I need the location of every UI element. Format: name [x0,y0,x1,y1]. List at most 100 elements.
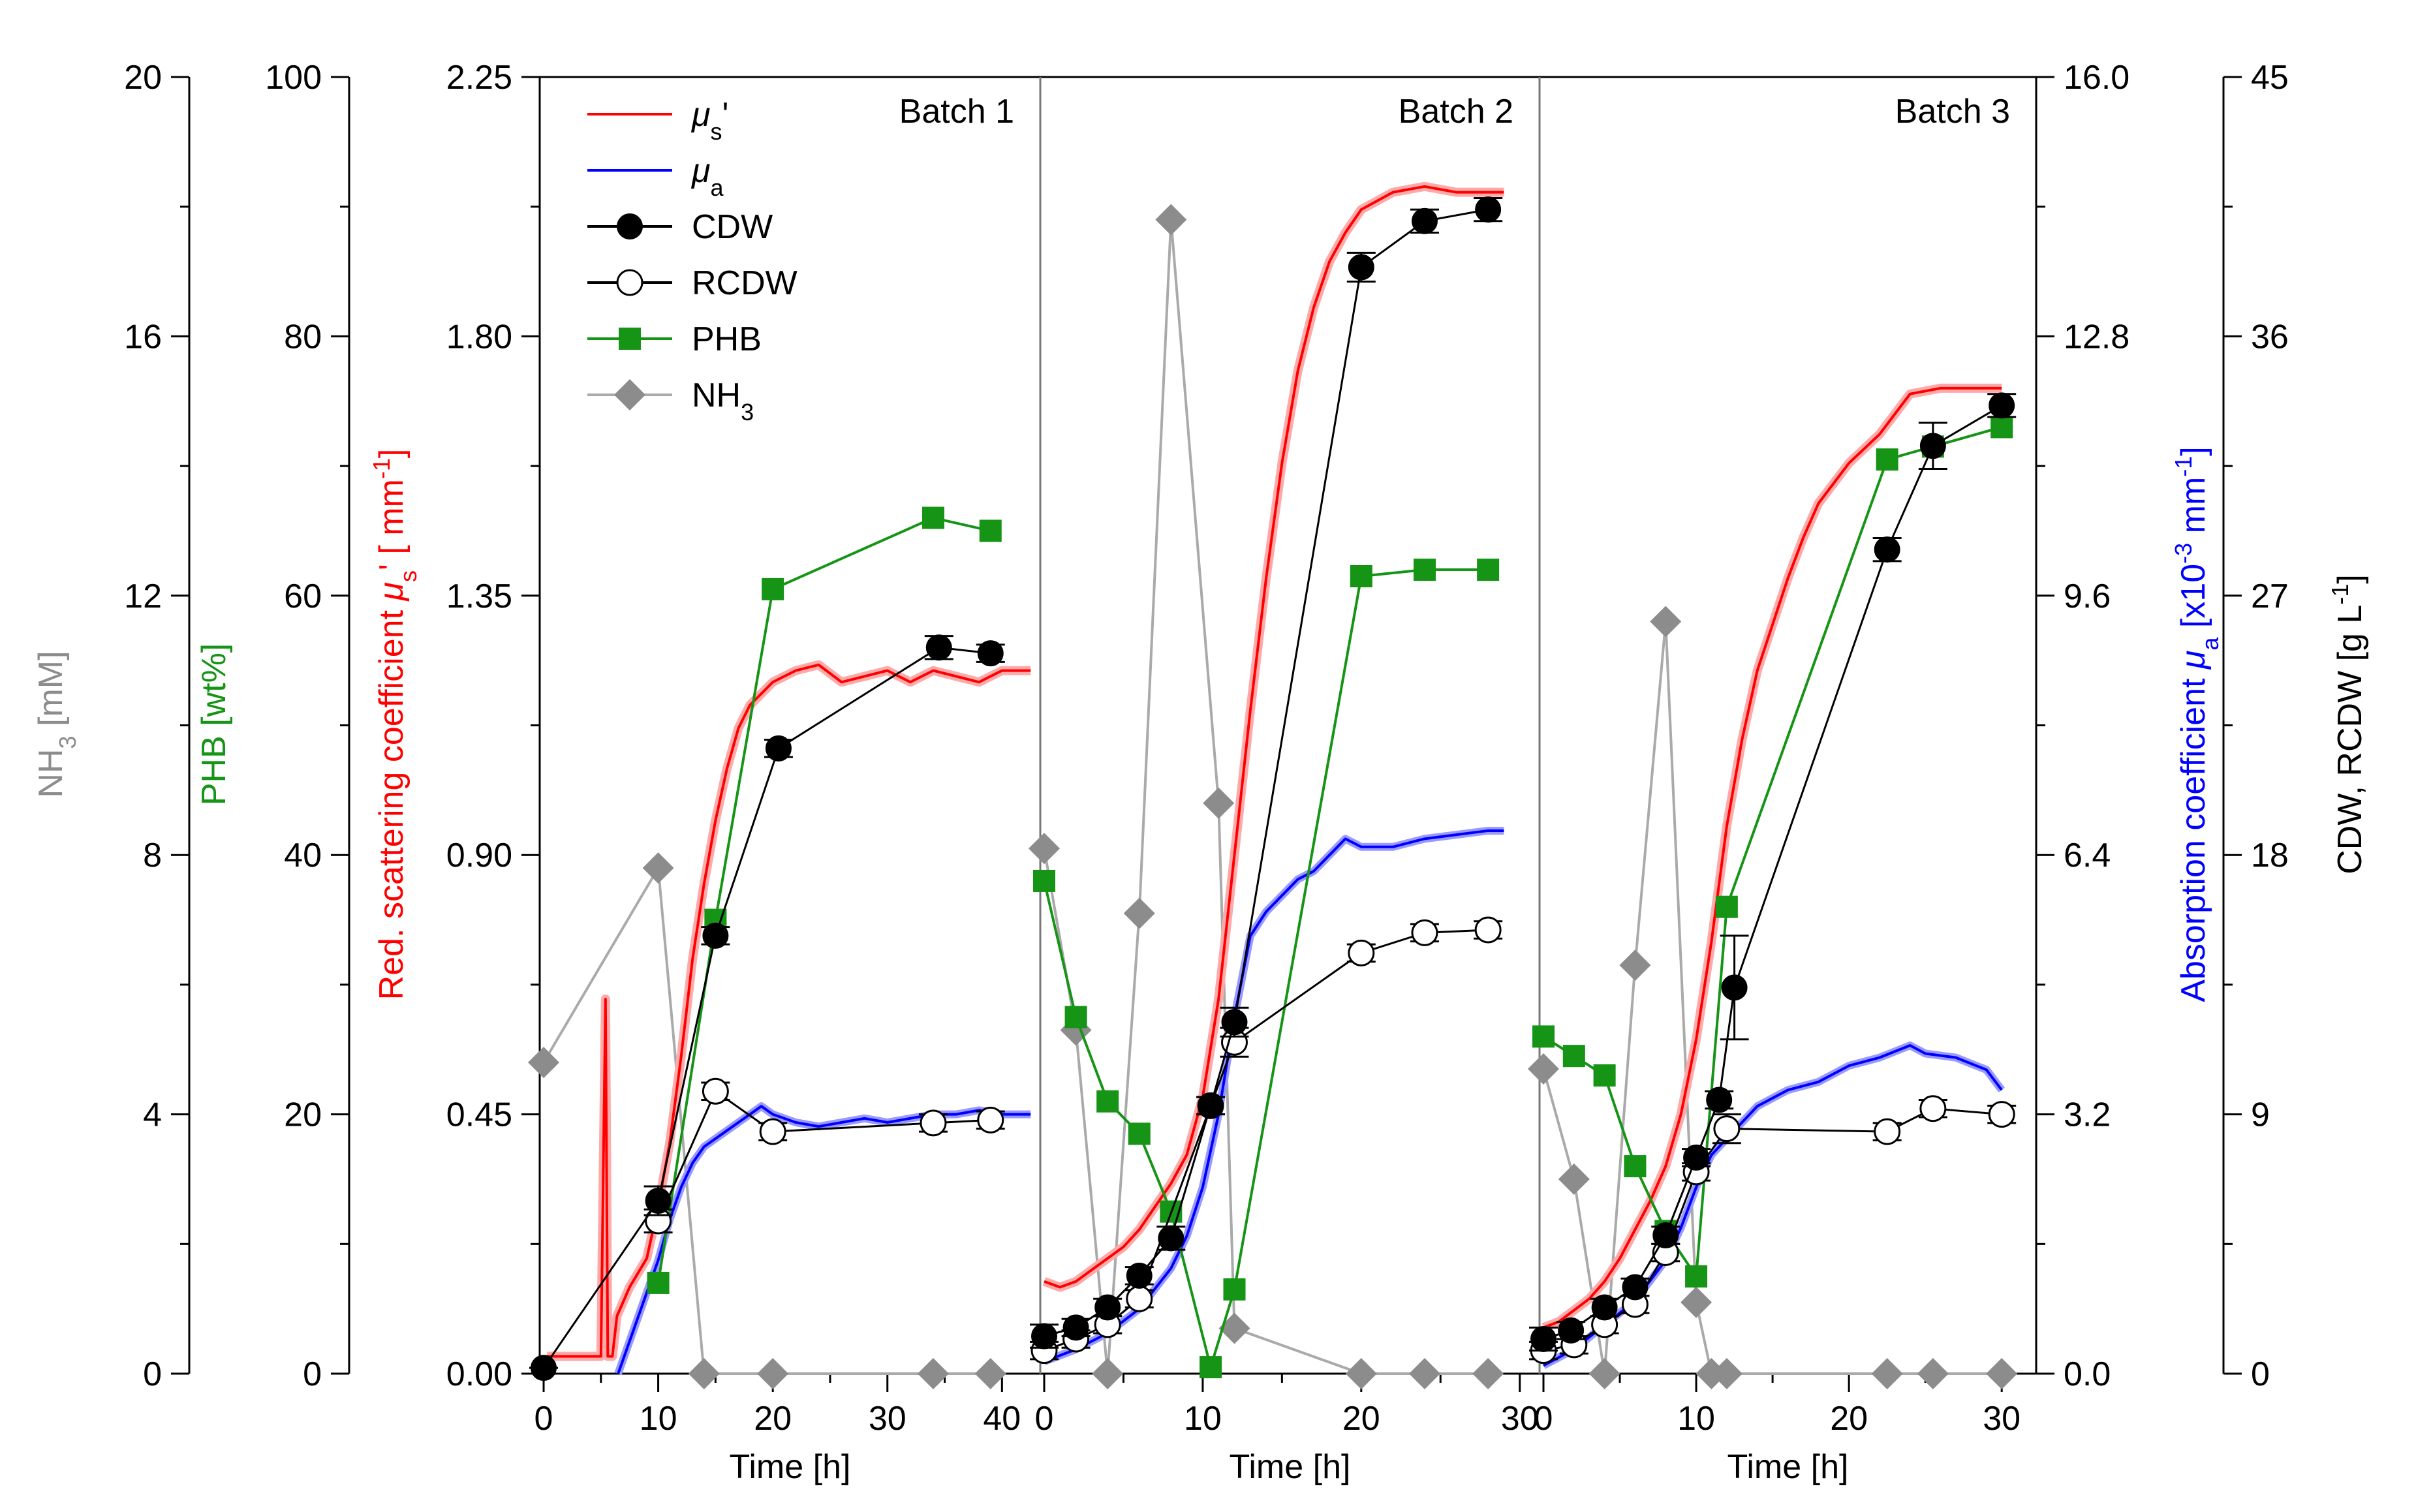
cdw-axis-tick-label: 9 [2251,1096,2270,1134]
rcdw-point [1411,919,1438,946]
phb-point [762,578,784,600]
legend-entry-rcdw: RCDW [587,264,798,302]
axes-layer: 0481216200204060801000.000.450.901.351.8… [32,59,2369,1393]
cdw-point [1706,1087,1733,1113]
rcdw-point [920,1109,947,1137]
nh3-point [1123,897,1155,929]
legend-entry-phb: PHB [587,320,762,358]
nh3-axis-title: NH3 [mM] [32,651,81,797]
legend-label: NH3 [692,377,754,425]
nh3-point [1680,1286,1712,1318]
absorption-axis-tick-label: 3.2 [2064,1096,2111,1134]
cdw-point [1475,196,1502,223]
nh3-point [1650,606,1682,638]
x-tick-label: 0 [1035,1400,1054,1438]
scattering-axis-tick-label: 1.35 [446,578,512,615]
nh3-axis: 0 4 8 12 16 20 [124,59,191,1393]
x-tick-label: 30 [869,1400,906,1438]
nh3-point [1218,1312,1250,1344]
legend-label: CDW [692,208,773,246]
scattering-axis-tick-label: 2.25 [446,59,512,97]
panel-batch-3: 0 10 20 30 Time [h] Batch 3 [1528,93,2021,1486]
phb-axis-tick-label: 80 [284,318,322,356]
phb-point [1223,1278,1246,1301]
cdw-series-line [1044,208,1489,1338]
legend-swatch-marker [616,269,643,296]
rcdw-point [1348,939,1375,966]
cdw-point [1989,392,2015,419]
cdw-point [1198,1092,1224,1119]
scattering-series-line [1543,386,2002,1329]
phb-axis-tick-label: 100 [265,59,322,97]
legend-label: PHB [692,320,762,358]
nh3-point [1345,1358,1377,1389]
cdw-point [1622,1274,1649,1301]
cdw-point [1919,433,1946,459]
cdw-point [1652,1222,1679,1249]
nh3-point [1408,1358,1440,1389]
nh3-point [1711,1358,1742,1389]
nh3-point [1528,1053,1559,1085]
rcdw-point [1874,1118,1901,1145]
x-axis-title: Time [h] [1230,1448,1351,1486]
x-tick-label: 20 [754,1400,792,1438]
rcdw-point [759,1118,786,1145]
x-tick-label: 20 [1342,1400,1380,1438]
panels-layer: 0 10 20 30 40 Time [h] Batch 1 0 10 20 30 Time [h] B… [528,76,2036,1486]
panel-title: Batch 2 [1399,93,1513,131]
phb-point [979,519,1002,542]
absorption-axis-tick-label: 0.0 [2064,1355,2111,1393]
nh3-point [1203,787,1235,819]
legend-label: μs' [690,96,728,145]
x-tick-label: 30 [1983,1400,2021,1438]
cdw-axis-tick-label: 36 [2251,318,2289,356]
phb-axis-tick-label: 0 [303,1355,322,1393]
legend-label: RCDW [692,264,798,302]
scattering-series-line [547,663,1031,1358]
panel-batch-1: 0 10 20 30 40 Time [h] Batch 1 [528,93,1031,1486]
nh3-point [757,1358,789,1389]
legend-entry-nh3: NH3 [587,377,754,425]
nh3-point [1619,949,1651,981]
legend-entry-cdw: CDW [587,208,773,246]
cdw-axis-tick-label: 0 [2251,1355,2270,1393]
scattering-axis-tick-label: 0.45 [446,1096,512,1134]
absorption-axis-tick-label: 12.8 [2064,318,2129,356]
cdw-point [1031,1323,1057,1350]
nh3-point [1917,1358,1949,1389]
nh3-point [1092,1358,1124,1389]
rcdw-point [1988,1101,2015,1128]
absorption-axis-tick-label: 16.0 [2064,59,2129,97]
cdw-point [1683,1144,1710,1171]
nh3-point [1029,833,1060,865]
scattering-axis: 0.00 0.45 0.90 1.35 1.80 2.25 [446,59,541,1393]
phb-axis-title: PHB [wt%] [195,643,233,806]
phb-point [1200,1356,1222,1379]
nh3-point [1871,1358,1903,1389]
absorption-axis-tick-label: 9.6 [2064,578,2111,615]
scattering-axis-title: Red. scattering coefficient μs' [ mm-1] [368,449,422,1000]
phb-point [921,506,944,529]
cdw-point [1530,1326,1556,1353]
x-axis-title: Time [h] [1727,1448,1849,1486]
nh3-point [642,852,674,884]
phb-axis-tick-label: 60 [284,578,322,615]
nh3-point [688,1358,720,1389]
scattering-axis-tick-label: 0.00 [446,1355,512,1393]
x-tick-label: 0 [534,1400,553,1438]
nh3-axis-tick-label: 4 [143,1096,162,1134]
rcdw-point [702,1077,729,1105]
nh3-point [1472,1358,1504,1389]
x-tick-label: 0 [1534,1400,1553,1438]
phb-point [1562,1045,1585,1068]
phb-point [1715,895,1738,918]
legend-entry-mu_s: μs' [587,96,728,145]
absorption-axis-tick-label: 6.4 [2064,837,2111,874]
rcdw-point [1126,1285,1153,1312]
cdw-point [1411,208,1438,234]
nh3-point [917,1358,949,1389]
phb-point [1532,1025,1555,1048]
phb-axis-tick-label: 40 [284,837,322,874]
phb-point [647,1271,670,1294]
